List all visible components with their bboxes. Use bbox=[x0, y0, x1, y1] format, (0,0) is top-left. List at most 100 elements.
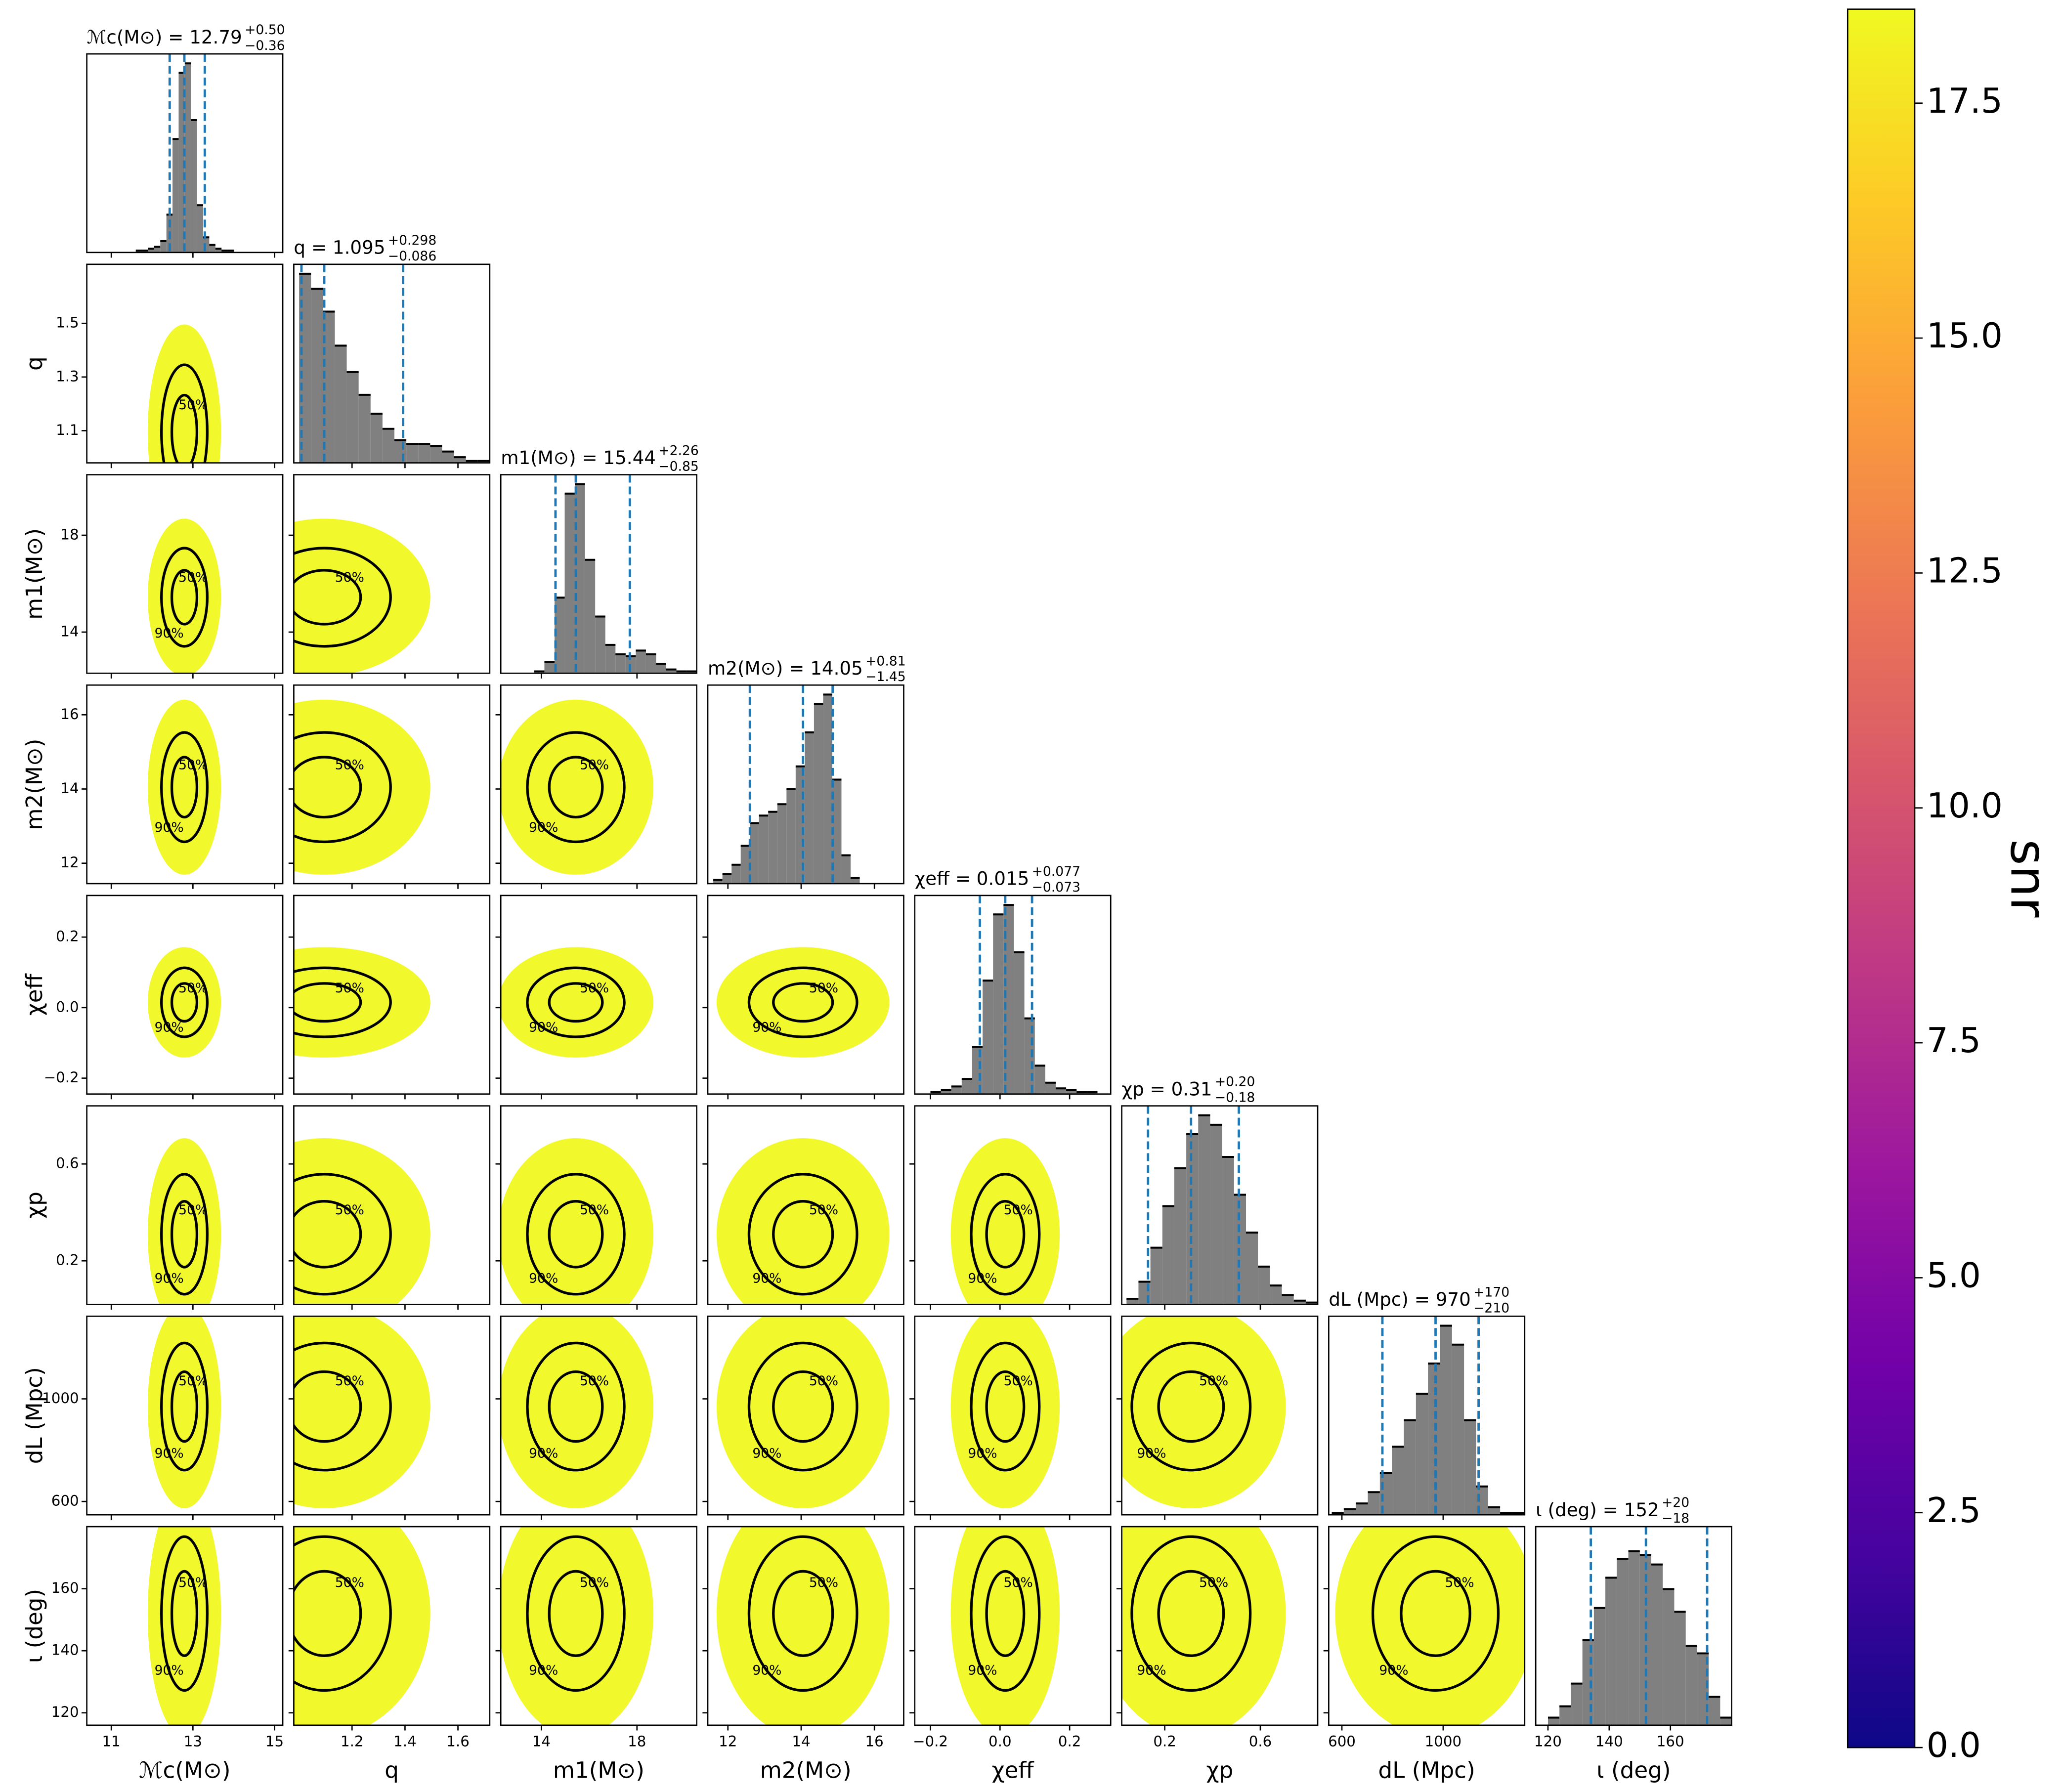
hist-bar bbox=[1605, 1578, 1617, 1725]
y-tick-label: 1000 bbox=[42, 1390, 79, 1407]
hist-bar bbox=[1571, 1683, 1583, 1725]
contour bbox=[294, 1370, 362, 1443]
hist-bar bbox=[972, 1047, 983, 1094]
contour bbox=[294, 731, 392, 844]
hist-bar bbox=[1464, 1420, 1476, 1515]
hist-bar bbox=[731, 864, 741, 884]
hist-bar bbox=[823, 694, 832, 884]
panel: 50% 90% bbox=[294, 1316, 430, 1508]
panel: 50% 90% bbox=[147, 1316, 221, 1508]
hist-bar bbox=[1066, 1090, 1077, 1094]
hist-bar bbox=[184, 63, 191, 253]
y-tick-label: 120 bbox=[51, 1704, 79, 1720]
contour bbox=[1157, 1370, 1225, 1443]
panel: 50% 90% bbox=[501, 699, 653, 875]
y-axis-label: m2(M⊙) bbox=[21, 739, 47, 830]
contour bbox=[170, 1570, 199, 1657]
colorbar-tick-label: 0.0 bbox=[1927, 1726, 1981, 1765]
contour-label: 90% bbox=[968, 1663, 997, 1678]
x-tick-label: 0.6 bbox=[1249, 1733, 1272, 1749]
contour-label: 50% bbox=[580, 758, 609, 773]
panel-frame bbox=[86, 1105, 284, 1305]
hist-bar bbox=[1440, 1325, 1452, 1515]
contour bbox=[772, 1370, 834, 1443]
contour-label: 90% bbox=[529, 1663, 558, 1678]
contour-label: 90% bbox=[265, 626, 295, 641]
hist-bar bbox=[575, 484, 585, 674]
hist-bar bbox=[993, 914, 1004, 1094]
sample-cloud bbox=[501, 699, 653, 875]
panel-title: dL (Mpc) = 970 bbox=[1329, 1288, 1470, 1310]
sample-cloud bbox=[147, 1316, 221, 1508]
hist-bar bbox=[1003, 905, 1014, 1094]
sample-cloud bbox=[147, 1527, 221, 1725]
y-tick-label: 18 bbox=[60, 526, 79, 543]
panel-frame bbox=[293, 1316, 491, 1516]
hist-bar bbox=[430, 446, 442, 463]
contour bbox=[526, 1173, 626, 1296]
y-tick-label: 14 bbox=[60, 780, 79, 797]
contour-label: 50% bbox=[809, 1202, 838, 1218]
hist-bar bbox=[394, 440, 407, 463]
title-upper: +2.26 bbox=[658, 443, 699, 459]
x-axis-label: χeff bbox=[991, 1757, 1034, 1783]
panel bbox=[299, 272, 490, 463]
hist-bar bbox=[850, 878, 860, 884]
contour-label: 50% bbox=[178, 397, 208, 413]
title-lower: −1.45 bbox=[865, 669, 906, 684]
hist-bar bbox=[406, 444, 419, 463]
contour bbox=[548, 982, 604, 1023]
contour bbox=[294, 1200, 362, 1269]
sample-cloud bbox=[716, 1527, 890, 1725]
y-tick-label: 160 bbox=[51, 1579, 79, 1596]
y-axis-label: χp bbox=[21, 1192, 47, 1219]
contour-label: 90% bbox=[968, 1446, 997, 1461]
hist-bar bbox=[1270, 1285, 1282, 1305]
contour bbox=[747, 1173, 859, 1296]
contour-label: 50% bbox=[335, 981, 364, 996]
panel: 50% 90% bbox=[716, 1138, 890, 1305]
x-axis-label: χp bbox=[1206, 1757, 1233, 1783]
contour bbox=[170, 982, 199, 1023]
colorbar-tick-label: 10.0 bbox=[1927, 786, 2003, 826]
contour bbox=[294, 1570, 362, 1657]
panel-frame bbox=[500, 1526, 697, 1726]
x-tick-label: 0.0 bbox=[988, 1733, 1012, 1749]
contour-label: 50% bbox=[178, 758, 208, 773]
sample-cloud bbox=[147, 947, 221, 1058]
hist-bar bbox=[750, 823, 759, 884]
contour bbox=[294, 547, 392, 648]
hist-bar bbox=[1150, 1247, 1162, 1305]
hist-bar bbox=[1246, 1233, 1258, 1305]
x-tick-label: 160 bbox=[1657, 1733, 1684, 1749]
hist-bar bbox=[554, 597, 565, 674]
hist-bar bbox=[1547, 1717, 1560, 1725]
panel-frame bbox=[293, 684, 491, 885]
contour bbox=[526, 731, 626, 844]
hist-bar bbox=[346, 372, 359, 463]
colorbar-label: snr bbox=[2000, 839, 2058, 918]
contour bbox=[294, 1173, 392, 1296]
x-axis-label: ι (deg) bbox=[1596, 1757, 1671, 1783]
hist-bar bbox=[1045, 1082, 1056, 1094]
panel: 50% 90% bbox=[950, 1527, 1060, 1725]
y-axis-label: q bbox=[21, 356, 47, 371]
panel-frame bbox=[500, 1105, 697, 1305]
panel-frame bbox=[500, 1316, 697, 1516]
hist-bar bbox=[191, 120, 197, 253]
hist-bar bbox=[1034, 1066, 1045, 1094]
contour-label: 50% bbox=[580, 1202, 609, 1218]
contour bbox=[526, 1535, 626, 1692]
contour bbox=[160, 363, 209, 463]
contour-label: 50% bbox=[335, 570, 364, 585]
contour-label: 90% bbox=[752, 1446, 781, 1461]
x-tick-label: 140 bbox=[1595, 1733, 1623, 1749]
panel-title: ℳc(M⊙) = 12.79 bbox=[87, 26, 242, 48]
panel-frame bbox=[914, 1105, 1112, 1305]
panel: 50% 90% bbox=[147, 699, 221, 875]
hist-bar bbox=[1210, 1124, 1222, 1305]
x-tick-label: 13 bbox=[184, 1733, 202, 1749]
contour-label: 90% bbox=[155, 820, 184, 835]
contour bbox=[526, 966, 626, 1038]
